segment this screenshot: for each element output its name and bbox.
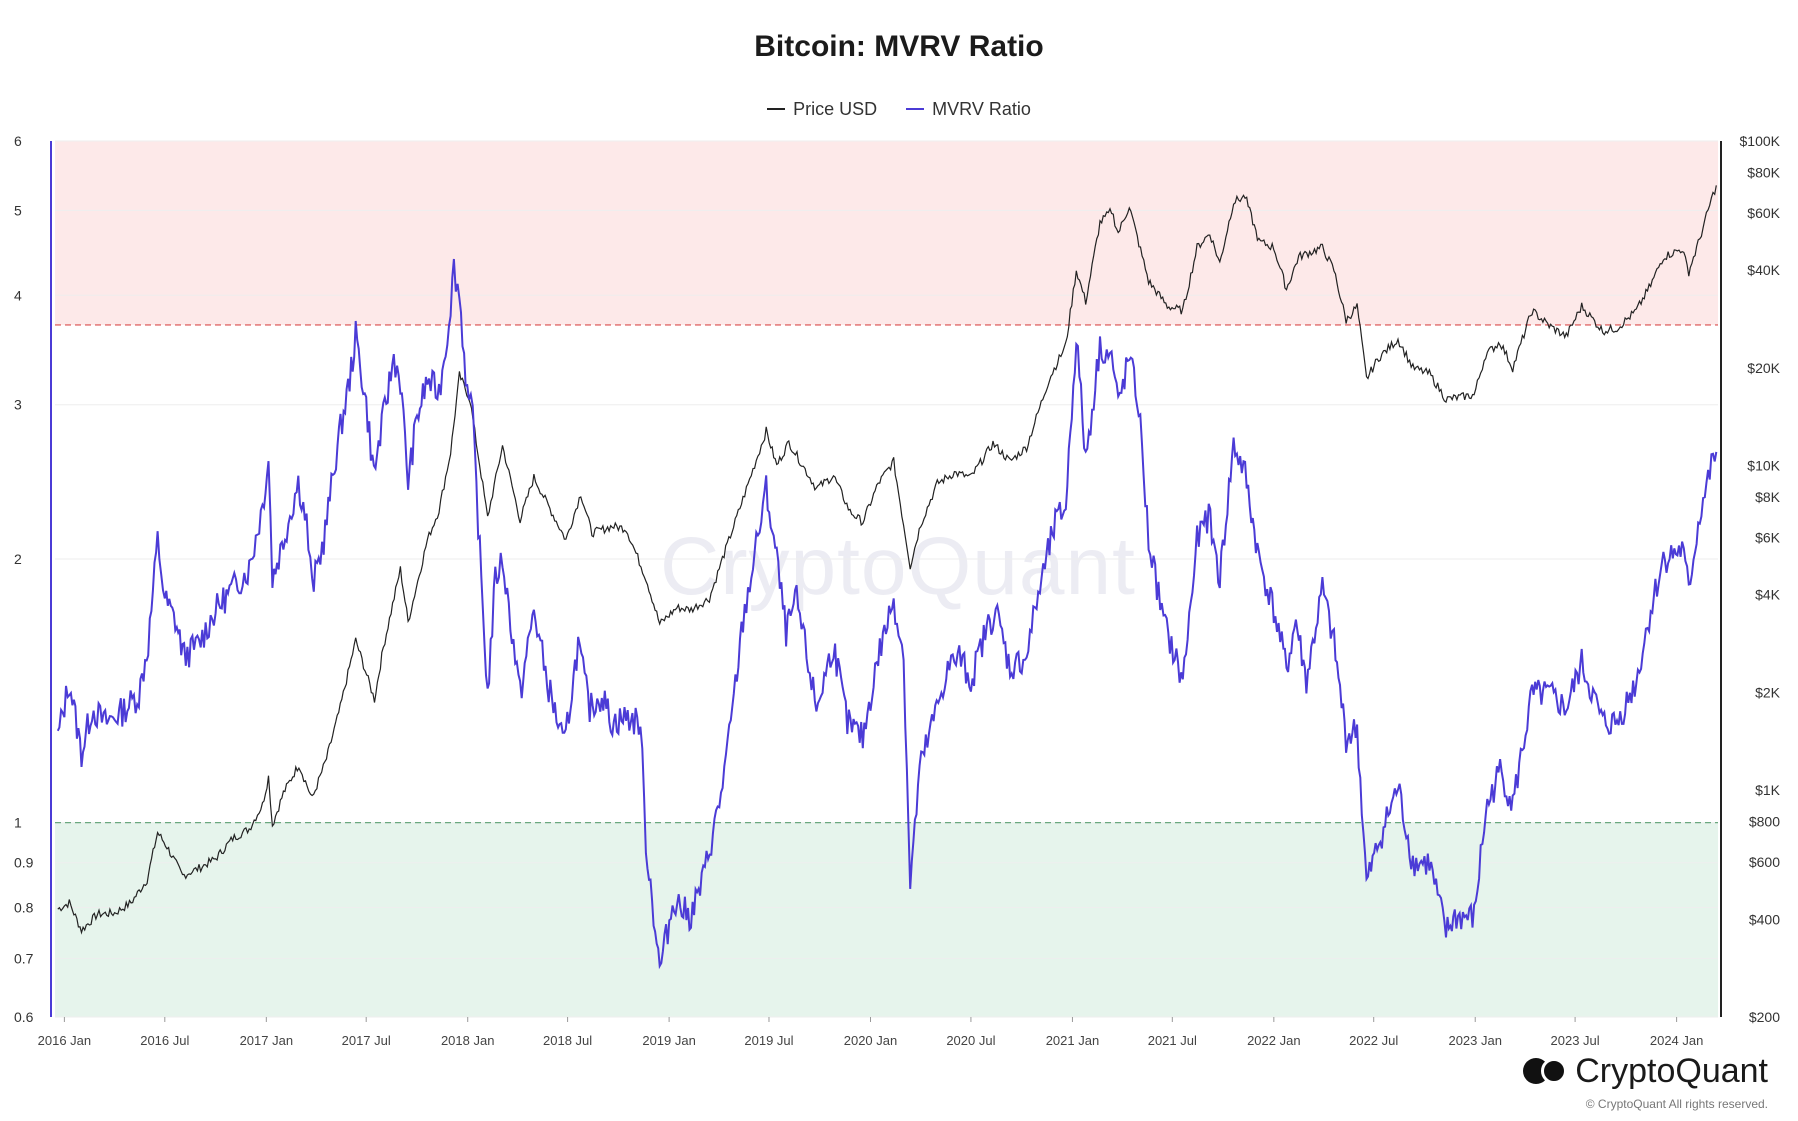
x-tick-label: 2018 Jan [441, 1033, 495, 1048]
x-tick-label: 2019 Jan [642, 1033, 696, 1048]
y-right-tick-label: $4K [1755, 587, 1781, 603]
y-right-tick-label: $80K [1747, 164, 1780, 180]
legend-item-price[interactable]: Price USD [767, 99, 877, 120]
y-right-tick-label: $1K [1755, 782, 1781, 798]
zone-undervalued [55, 822, 1718, 1017]
x-tick-label: 2023 Jul [1551, 1033, 1600, 1048]
legend-label-mvrv: MVRV Ratio [932, 98, 1031, 119]
x-tick-label: 2016 Jul [140, 1033, 189, 1048]
watermark: CryptoQuant [660, 521, 1136, 612]
legend-label-price: Price USD [793, 98, 878, 119]
y-right-tick-label: $60K [1747, 205, 1780, 221]
x-tick-label: 2017 Jan [240, 1033, 294, 1048]
y-right-tick-label: $8K [1755, 489, 1781, 505]
y-right-tick-label: $40K [1747, 262, 1780, 278]
y-left-tick-label: 1 [14, 815, 22, 831]
y-right-tick-label: $600 [1749, 854, 1780, 870]
y-left-tick-label: 0.8 [14, 900, 34, 916]
mvrv-ratio-line [56, 258, 1718, 970]
legend: Price USD MVRV Ratio [0, 94, 1798, 120]
price-usd-line [57, 185, 1717, 935]
zone-overvalued [55, 141, 1718, 325]
x-tick-label: 2023 Jan [1448, 1033, 1502, 1048]
x-tick-label: 2016 Jan [38, 1033, 92, 1048]
x-tick-label: 2022 Jul [1349, 1033, 1398, 1048]
y-right-tick-label: $6K [1755, 530, 1781, 546]
copyright: © CryptoQuant All rights reserved. [1585, 1097, 1768, 1111]
legend-item-mvrv[interactable]: MVRV Ratio [906, 99, 1031, 120]
y-right-tick-label: $2K [1755, 684, 1781, 700]
x-tick-label: 2021 Jul [1148, 1033, 1197, 1048]
y-right-tick-label: $800 [1749, 814, 1780, 830]
brand-logo: CryptoQuant [1523, 1052, 1768, 1091]
y-left-tick-label: 5 [14, 202, 22, 218]
y-left-tick-label: 0.7 [14, 950, 34, 966]
x-tick-label: 2019 Jul [744, 1033, 793, 1048]
chart-title: Bitcoin: MVRV Ratio [754, 30, 1044, 63]
y-left-tick-label: 4 [14, 287, 22, 303]
y-right-tick-label: $20K [1747, 360, 1780, 376]
x-tick-label: 2018 Jul [543, 1033, 592, 1048]
x-tick-label: 2021 Jan [1046, 1033, 1100, 1048]
x-tick-label: 2022 Jan [1247, 1033, 1301, 1048]
brand-icon [1523, 1054, 1568, 1090]
x-tick-label: 2024 Jan [1650, 1033, 1704, 1048]
legend-swatch-mvrv [906, 108, 925, 110]
x-tick-label: 2020 Jan [844, 1033, 898, 1048]
y-left-tick-label: 0.9 [14, 855, 34, 871]
y-left-tick-label: 6 [14, 133, 22, 149]
brand-name: CryptoQuant [1575, 1052, 1768, 1090]
y-right-tick-label: $100K [1740, 133, 1781, 149]
y-right-tick-label: $400 [1749, 911, 1780, 927]
y-left-tick-label: 3 [14, 397, 22, 413]
y-right-tick-label: $200 [1749, 1009, 1780, 1025]
y-left-tick-label: 0.6 [14, 1009, 34, 1025]
x-tick-label: 2017 Jul [342, 1033, 391, 1048]
x-tick-label: 2020 Jul [946, 1033, 995, 1048]
y-left-tick-label: 2 [14, 551, 22, 567]
legend-swatch-price [767, 108, 786, 110]
y-right-tick-label: $10K [1747, 458, 1780, 474]
